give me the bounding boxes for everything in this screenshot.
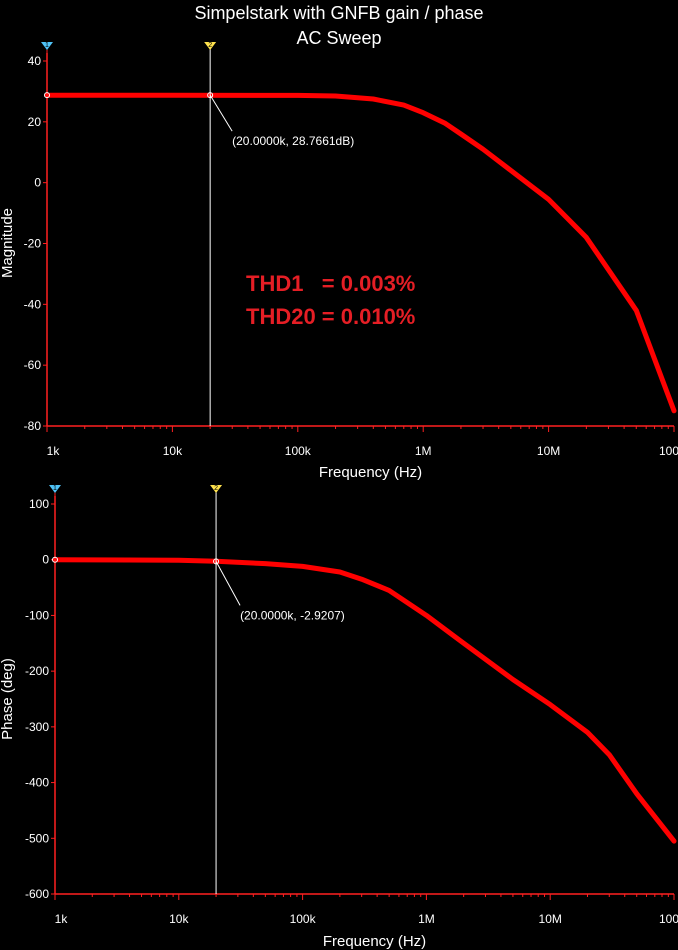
y-tick-label: -40 [24, 297, 42, 311]
y-tick-label: 0 [42, 553, 49, 567]
cursor-readout: (20.0000k, -2.9207) [240, 608, 345, 622]
y-tick-label: -200 [25, 664, 49, 678]
x-tick-label: 1M [415, 444, 432, 458]
y-tick-label: 100 [29, 497, 49, 511]
cursor-1-marker [44, 92, 50, 99]
response-curve [52, 557, 677, 844]
y-tick-label: -20 [24, 237, 42, 251]
cursor-2-flag [210, 485, 223, 493]
cursor-readout-leader [215, 561, 241, 606]
x-tick-label: 100M [659, 912, 678, 926]
y-tick-label: -500 [25, 831, 49, 845]
cursor-1-flag-label: 1 [53, 485, 57, 492]
cursor-1-marker [52, 556, 58, 563]
cursor-2-marker [207, 92, 214, 99]
cursor-2-flag-label: 2 [214, 485, 218, 492]
response-curve [44, 92, 677, 414]
x-tick-label: 1k [47, 444, 61, 458]
y-tick-label: 0 [34, 176, 41, 190]
y-tick-label: -100 [25, 608, 49, 622]
y-tick-label: -80 [24, 419, 42, 433]
cursor-2-flag-label: 2 [208, 42, 212, 49]
cursor-2-marker [213, 558, 220, 565]
x-tick-label: 1M [418, 912, 435, 926]
x-tick-label: 10k [169, 912, 189, 926]
thd20-annotation: THD20 = 0.010% [246, 304, 416, 329]
x-tick-label: 10k [163, 444, 183, 458]
y-axis-label: Magnitude [0, 208, 16, 278]
y-tick-label: 20 [28, 115, 42, 129]
cursor-1-flag-label: 1 [45, 42, 49, 49]
chart-subtitle: AC Sweep [296, 28, 382, 48]
y-tick-label: -400 [25, 776, 49, 790]
x-axis-label: Frequency (Hz) [323, 933, 426, 950]
x-tick-label: 1k [55, 912, 69, 926]
x-tick-label: 100k [290, 912, 317, 926]
thd1-annotation: THD1 = 0.003% [246, 271, 416, 296]
chart-title: Simpelstark with GNFB gain / phase [194, 3, 484, 23]
cursor-2-flag [204, 42, 217, 50]
x-axis-label: Frequency (Hz) [319, 464, 422, 481]
cursor-1-flag [41, 42, 53, 50]
cursor-readout-leader [209, 94, 233, 132]
x-tick-label: 10M [537, 444, 560, 458]
y-tick-label: -60 [24, 358, 42, 372]
y-axis-label: Phase (deg) [0, 658, 16, 740]
y-tick-label: 40 [28, 54, 42, 68]
cursor-1-flag [49, 485, 61, 493]
y-tick-label: -600 [25, 887, 49, 901]
x-tick-label: 10M [539, 912, 562, 926]
y-tick-label: -300 [25, 720, 49, 734]
x-tick-label: 100k [285, 444, 312, 458]
cursor-readout: (20.0000k, 28.7661dB) [232, 134, 354, 148]
x-tick-label: 100M [659, 444, 678, 458]
